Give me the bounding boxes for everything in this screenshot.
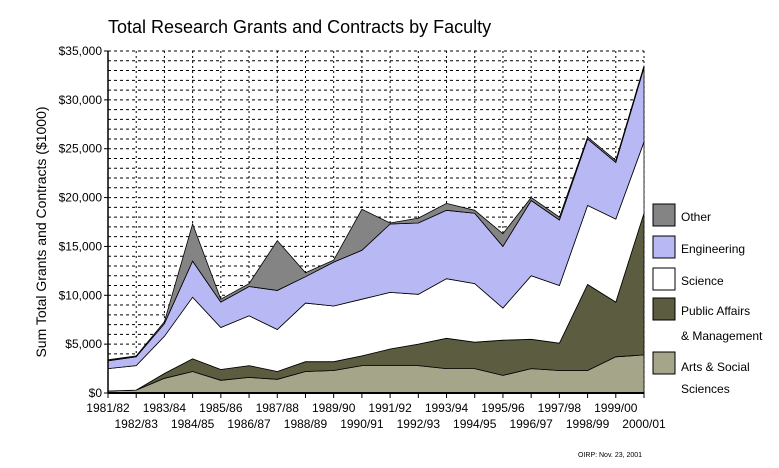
y-tick-label: $35,000 — [59, 44, 103, 58]
y-axis-label: Sum Total Grants and Contracts ($1000) — [33, 106, 49, 357]
x-tick-label: 1992/93 — [397, 417, 441, 431]
axes — [104, 50, 645, 398]
y-tick-label: $5,000 — [65, 337, 102, 351]
x-tick-labels: 1981/82 1982/83 1983/84 1984/85 1985/86 1986/… — [86, 401, 666, 431]
x-tick-label: 1987/88 — [256, 401, 300, 415]
legend-label-engineering: Engineering — [681, 242, 745, 256]
x-tick-label: 1993/94 — [425, 401, 469, 415]
x-tick-label: 1999/00 — [594, 401, 638, 415]
y-tick-label: $30,000 — [59, 93, 103, 107]
legend-label-other: Other — [681, 210, 711, 224]
x-tick-label: 1997/98 — [538, 401, 582, 415]
x-tick-label: 2000/01 — [622, 417, 666, 431]
legend-label-public-affairs-line2: & Management — [681, 329, 763, 343]
y-tick-label: $25,000 — [59, 142, 103, 156]
chart-title: Total Research Grants and Contracts by F… — [108, 17, 491, 37]
x-tick-label: 1989/90 — [312, 401, 356, 415]
x-tick-label: 1990/91 — [340, 417, 384, 431]
x-tick-label: 1988/89 — [284, 417, 328, 431]
x-tick-label: 1983/84 — [143, 401, 187, 415]
x-tick-label: 1981/82 — [86, 401, 130, 415]
y-tick-label: $20,000 — [59, 191, 103, 205]
y-tick-label: $0 — [89, 386, 103, 400]
x-tick-label: 1982/83 — [115, 417, 159, 431]
legend-label-science: Science — [681, 274, 724, 288]
y-tick-label: $10,000 — [59, 288, 103, 302]
x-tick-label: 1995/96 — [481, 401, 525, 415]
legend-swatch-public-affairs — [652, 297, 676, 321]
footnote: OIRP: Nov. 23, 2001 — [578, 452, 642, 459]
legend-swatch-other — [652, 203, 676, 227]
legend-swatch-engineering — [652, 235, 676, 259]
x-tick-label: 1986/87 — [227, 417, 271, 431]
legend-swatch-arts — [652, 351, 676, 375]
legend: Other Engineering Science Public Affairs… — [652, 203, 763, 396]
x-tick-label: 1996/97 — [509, 417, 553, 431]
x-tick-label: 1991/92 — [368, 401, 412, 415]
legend-label-arts-line1: Arts & Social — [681, 360, 750, 374]
x-tick-label: 1994/95 — [453, 417, 497, 431]
legend-label-arts-line2: Sciences — [681, 382, 730, 396]
x-tick-label: 1998/99 — [566, 417, 610, 431]
legend-label-public-affairs-line1: Public Affairs — [681, 304, 750, 318]
y-tick-labels: $0 $5,000 $10,000 $15,000 $20,000 $25,000 $30,… — [59, 44, 103, 400]
x-tick-label: 1985/86 — [199, 401, 243, 415]
legend-swatch-science — [652, 267, 676, 291]
area-series — [107, 65, 645, 394]
area-other — [107, 65, 645, 362]
y-tick-label: $15,000 — [59, 239, 103, 253]
x-tick-label: 1984/85 — [171, 417, 215, 431]
